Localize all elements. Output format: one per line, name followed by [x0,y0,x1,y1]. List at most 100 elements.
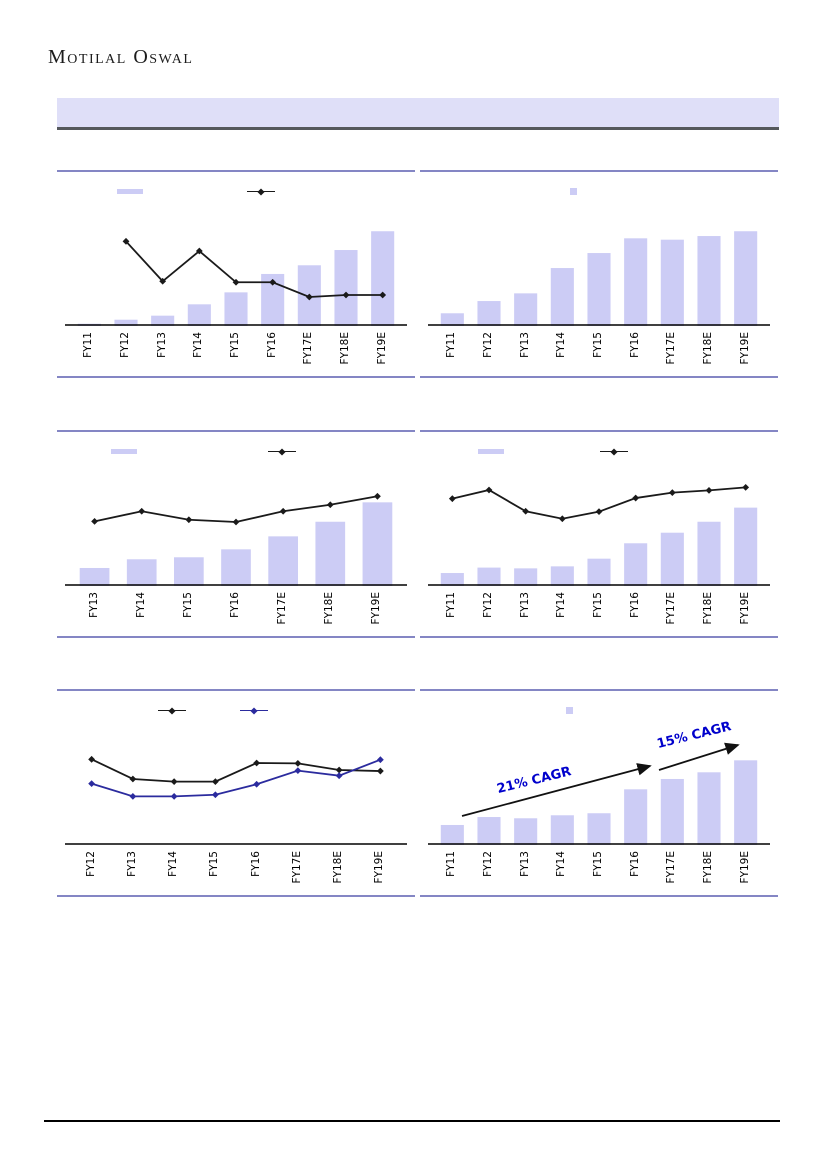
line-series [125,240,383,298]
x-axis-label: FY18E [702,592,714,625]
line-legend-swatch-black-icon [158,707,186,714]
bar [187,304,211,326]
line-series [91,758,381,798]
line-marker-icon [195,247,203,255]
footer-divider [44,1120,780,1122]
line-marker-icon [448,495,456,503]
x-axis-label: FY12 [482,592,494,618]
line-marker-icon [88,755,96,763]
x-axis-label: FY15 [592,592,604,618]
x-axis-label: FY15 [208,851,221,877]
bar [221,549,251,586]
line-marker-icon [253,780,261,788]
line-marker-icon [122,237,130,245]
x-axis-label: FY16 [628,851,641,877]
bar [660,778,684,845]
bar [477,567,501,586]
line-series [91,758,381,783]
bar [151,315,175,326]
cagr-label: 21% CAGR [495,764,572,797]
line-marker-icon [279,507,287,515]
bar [440,824,464,845]
x-axis-label: FY18E [332,851,345,884]
line-legend-swatch-blue-icon [240,707,268,714]
x-axis-label: FY16 [628,592,641,618]
x-axis-label: FY12 [119,332,131,358]
bar [371,231,395,326]
x-axis-label: FY12 [482,332,494,358]
line-legend-swatch-icon [600,448,628,455]
brand-logo: Motilal Oswal [48,46,194,68]
x-axis-labels: FY11 FY12 FY13 FY14 FY15 FY16 FY17E FY18E FY19E [57,330,415,376]
chart-panel-bottom-right: 21% CAGR 15% CAGR FY11 FY12 FY13 FY14 FY15 FY1… [420,689,778,897]
line-marker-icon [335,766,343,774]
bar [550,566,574,586]
x-axis-label: FY19E [738,332,751,365]
bar [334,250,358,326]
line-marker-icon [522,507,530,515]
x-axis-label: FY13 [518,332,531,358]
x-axis-label: FY19E [738,592,751,625]
x-axis-labels: FY11 FY12 FY13 FY14 FY15 FY16 FY17E FY18E FY19E [420,849,778,895]
x-axis-label: FY15 [229,332,241,358]
x-axis-label: FY14 [555,592,568,618]
bar [624,238,648,326]
bar-legend-swatch-icon [566,707,573,714]
line-marker-icon [294,759,302,767]
x-axis-label: FY14 [555,851,568,877]
bar [734,760,758,845]
line-legend-swatch-icon [268,448,296,455]
bar [477,817,501,845]
x-axis-label: FY15 [592,332,604,358]
bar [261,273,285,326]
chart-canvas [428,231,770,326]
bar-legend-swatch-icon [111,449,137,454]
x-axis-label: FY11 [445,332,458,358]
x-axis-label: FY12 [482,851,494,877]
x-axis-label: FY18E [323,592,336,625]
bar [362,502,393,586]
bar [174,557,204,586]
bar [587,558,611,586]
chart-panel-bottom-left: FY12 FY13 FY14 FY15 FY16 FY17E FY18E FY19E [57,689,415,897]
bar [126,559,157,586]
bar [550,268,574,326]
line-marker-icon [342,291,350,299]
x-axis-labels: FY11 FY12 FY13 FY14 FY15 FY16 FY17E FY18E FY19E [420,590,778,636]
bar [268,536,298,586]
x-axis-label: FY15 [592,851,604,877]
x-axis-labels: FY13 FY14 FY15 FY16 FY17E FY18E FY19E [57,590,415,636]
bar [660,239,684,326]
legend [420,188,778,198]
line-marker-icon [253,759,261,767]
legend [57,707,415,717]
x-axis-label: FY18E [702,851,714,884]
line-marker-icon [294,767,302,775]
legend [57,448,415,458]
bar [514,568,538,586]
line-marker-icon [379,291,387,299]
line-marker-icon [91,517,98,525]
cagr-arrow-icon [658,742,740,771]
line-marker-icon [558,515,566,523]
x-axis-label: FY15 [181,592,194,618]
legend [420,448,778,458]
line-marker-icon [159,277,167,285]
bar-legend-swatch-icon [117,189,143,194]
line-marker-icon [485,486,493,494]
bar [514,293,538,326]
bar [440,313,464,326]
line-marker-icon [138,507,146,515]
bar [624,543,648,586]
line-marker-icon [185,516,193,524]
x-axis-label: FY13 [518,592,531,618]
x-axis-label: FY19E [370,592,383,625]
x-axis-label: FY16 [265,332,278,358]
x-axis-label: FY16 [229,592,241,618]
bar [697,236,721,326]
bar [224,292,248,326]
chart-canvas [428,483,770,586]
line-marker-icon [668,489,676,497]
bar [440,573,464,586]
x-axis-label: FY16 [628,332,641,358]
